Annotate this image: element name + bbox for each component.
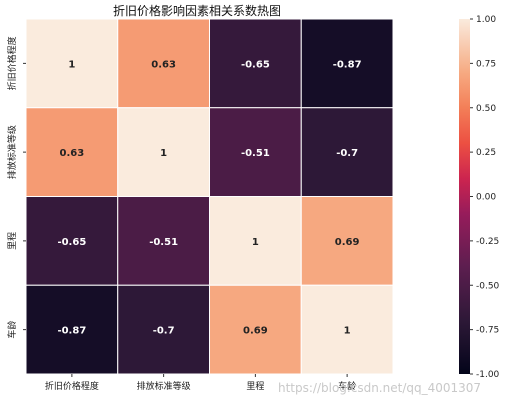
heatmap-cell [209,18,302,109]
cell-value-label: -0.65 [57,237,86,248]
cell-value-label: 1 [160,148,167,159]
colorbar-tick-label: -0.25 [476,237,499,247]
y-tick-label: 排放标准等级 [6,125,18,179]
watermark-text: https://blog.csdn.net/qq_4001307 [278,381,481,395]
heatmap-cell [300,284,394,375]
cell-value-label: 0.69 [335,237,360,248]
cell-value-label: -0.51 [241,148,270,159]
x-tick-label: 排放标准等级 [137,380,191,392]
heatmap-cell [25,284,119,375]
cell-value-label: -0.7 [336,148,358,159]
colorbar-tick-label: 0.00 [476,193,496,203]
cell-value-label: 0.69 [243,326,268,337]
cell-value-label: 1 [68,59,75,70]
heatmap-cell [117,18,210,109]
x-tick-label: 车龄 [338,380,356,392]
cell-value-label: -0.87 [57,326,86,337]
y-tick-label: 里程 [7,232,18,250]
cell-value-label: -0.87 [333,59,362,70]
colorbar-tick-label: 0.75 [476,59,496,69]
colorbar-tick-label: -0.50 [476,281,500,291]
chart-title: 折旧价格影响因素相关系数热图 [113,3,281,18]
heatmap-cell [300,18,394,109]
heatmap-cell [117,196,210,286]
heatmap-cell [25,107,119,197]
heatmap-cell [300,196,394,286]
cell-value-label: 1 [252,237,259,248]
colorbar-tick-label: 0.50 [476,104,496,114]
y-tick-label: 车龄 [6,321,18,339]
colorbar-tick-label: -1.00 [476,370,500,380]
heatmap-cell [117,107,210,197]
y-tick-label: 折旧价格程度 [6,36,18,90]
colorbar-tick-label: 0.25 [476,148,496,158]
cell-value-label: 1 [344,326,351,337]
heatmap-cell [117,284,210,375]
cell-value-label: -0.51 [149,237,178,248]
heatmap-cell [300,107,394,197]
cell-value-label: 0.63 [60,148,85,159]
colorbar-gradient [459,19,470,374]
cell-value-label: 0.63 [151,59,176,70]
heatmap-cell [25,18,119,109]
x-tick-label: 折旧价格程度 [45,380,99,392]
cell-value-label: -0.7 [153,326,175,337]
heatmap-cell [209,284,302,375]
cell-value-label: -0.65 [241,59,270,70]
x-axis-ticks: 折旧价格程度 排放标准等级 里程 车龄 [45,374,356,392]
heatmap-cells: 1 0.63 -0.65 -0.87 0.63 1 -0.51 -0.7 -0.65 -0.51 1… [25,18,394,375]
colorbar-tick-label: -0.75 [476,326,499,336]
colorbar: 1.00 0.75 0.50 0.25 0.00 -0.25 -0.50 -0.75 -1.00 [459,15,500,380]
x-tick-label: 里程 [246,381,264,392]
colorbar-tick-label: 1.00 [476,15,496,25]
